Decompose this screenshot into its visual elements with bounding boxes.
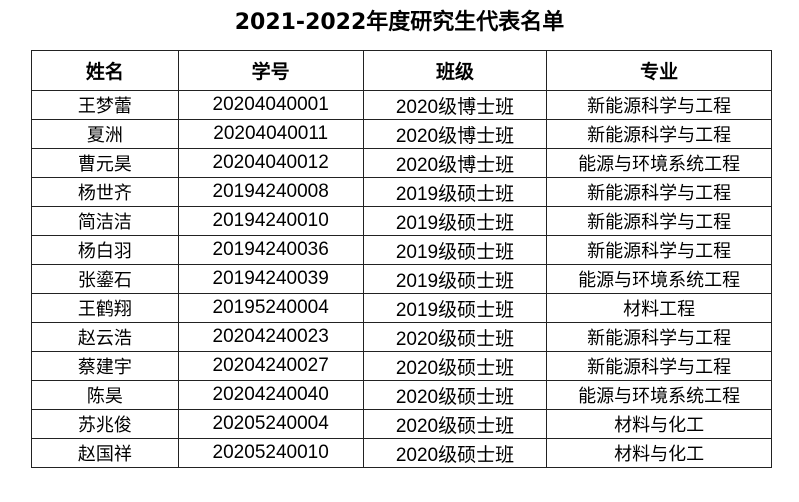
cell-class: 2020级博士班 [362,119,548,149]
page-title: 2021-2022年度研究生代表名单 [234,10,565,35]
cell-class: 2020级博士班 [362,90,548,120]
header-major: 专业 [546,50,772,91]
representatives-table: 姓名 学号 班级 专业 王梦蕾 20204040001 2020级博士班 新能源科学与… [31,50,772,468]
table-row: 蔡建宇 20204240027 2020级硕士班 新能源科学与工程 [31,351,772,381]
cell-major: 新能源科学与工程 [546,206,772,236]
cell-major: 新能源科学与工程 [546,322,772,352]
cell-major: 能源与环境系统工程 [546,380,772,410]
cell-student-id: 20204040012 [177,148,364,178]
cell-major: 新能源科学与工程 [546,119,772,149]
cell-major: 新能源科学与工程 [546,235,772,265]
cell-class: 2019级硕士班 [362,235,548,265]
cell-name: 蔡建宇 [31,351,179,381]
cell-major: 材料工程 [546,293,772,323]
cell-class: 2019级硕士班 [362,264,548,294]
table-row: 夏洲 20204040011 2020级博士班 新能源科学与工程 [31,119,772,149]
table-row: 赵云浩 20204240023 2020级硕士班 新能源科学与工程 [31,322,772,352]
cell-student-id: 20194240010 [177,206,364,236]
cell-class: 2019级硕士班 [362,177,548,207]
table-row: 王鹤翔 20195240004 2019级硕士班 材料工程 [31,293,772,323]
cell-class: 2020级硕士班 [362,409,548,439]
header-class: 班级 [362,50,548,91]
header-name: 姓名 [31,50,179,91]
cell-class: 2020级硕士班 [362,438,548,468]
cell-name: 陈昊 [31,380,179,410]
cell-class: 2019级硕士班 [362,206,548,236]
table-row: 张鎏石 20194240039 2019级硕士班 能源与环境系统工程 [31,264,772,294]
cell-name: 曹元昊 [31,148,179,178]
cell-student-id: 20204240023 [177,322,364,352]
cell-student-id: 20195240004 [177,293,364,323]
table-row: 简洁洁 20194240010 2019级硕士班 新能源科学与工程 [31,206,772,236]
cell-name: 简洁洁 [31,206,179,236]
cell-name: 杨世齐 [31,177,179,207]
cell-student-id: 20205240004 [177,409,364,439]
cell-major: 能源与环境系统工程 [546,148,772,178]
cell-major: 新能源科学与工程 [546,177,772,207]
table-row: 杨白羽 20194240036 2019级硕士班 新能源科学与工程 [31,235,772,265]
cell-class: 2020级博士班 [362,148,548,178]
cell-major: 新能源科学与工程 [546,351,772,381]
cell-class: 2020级硕士班 [362,380,548,410]
cell-name: 杨白羽 [31,235,179,265]
cell-major: 能源与环境系统工程 [546,264,772,294]
cell-major: 新能源科学与工程 [546,90,772,120]
table-row: 杨世齐 20194240008 2019级硕士班 新能源科学与工程 [31,177,772,207]
cell-name: 王鹤翔 [31,293,179,323]
cell-student-id: 20194240036 [177,235,364,265]
cell-student-id: 20205240010 [177,438,364,468]
cell-student-id: 20204040001 [177,90,364,120]
cell-class: 2020级硕士班 [362,322,548,352]
cell-name: 夏洲 [31,119,179,149]
cell-class: 2020级硕士班 [362,351,548,381]
cell-student-id: 20194240008 [177,177,364,207]
cell-student-id: 20204240040 [177,380,364,410]
header-row: 姓名 学号 班级 专业 [31,50,772,91]
cell-name: 苏兆俊 [31,409,179,439]
table-row: 曹元昊 20204040012 2020级博士班 能源与环境系统工程 [31,148,772,178]
cell-major: 材料与化工 [546,409,772,439]
cell-name: 赵国祥 [31,438,179,468]
table-row: 赵国祥 20205240010 2020级硕士班 材料与化工 [31,438,772,468]
table-row: 王梦蕾 20204040001 2020级博士班 新能源科学与工程 [31,90,772,120]
header-student-id: 学号 [177,50,364,91]
cell-major: 材料与化工 [546,438,772,468]
cell-student-id: 20204040011 [177,119,364,149]
cell-class: 2019级硕士班 [362,293,548,323]
cell-name: 张鎏石 [31,264,179,294]
cell-student-id: 20194240039 [177,264,364,294]
cell-name: 王梦蕾 [31,90,179,120]
table-row: 苏兆俊 20205240004 2020级硕士班 材料与化工 [31,409,772,439]
cell-student-id: 20204240027 [177,351,364,381]
table-row: 陈昊 20204240040 2020级硕士班 能源与环境系统工程 [31,380,772,410]
cell-name: 赵云浩 [31,322,179,352]
